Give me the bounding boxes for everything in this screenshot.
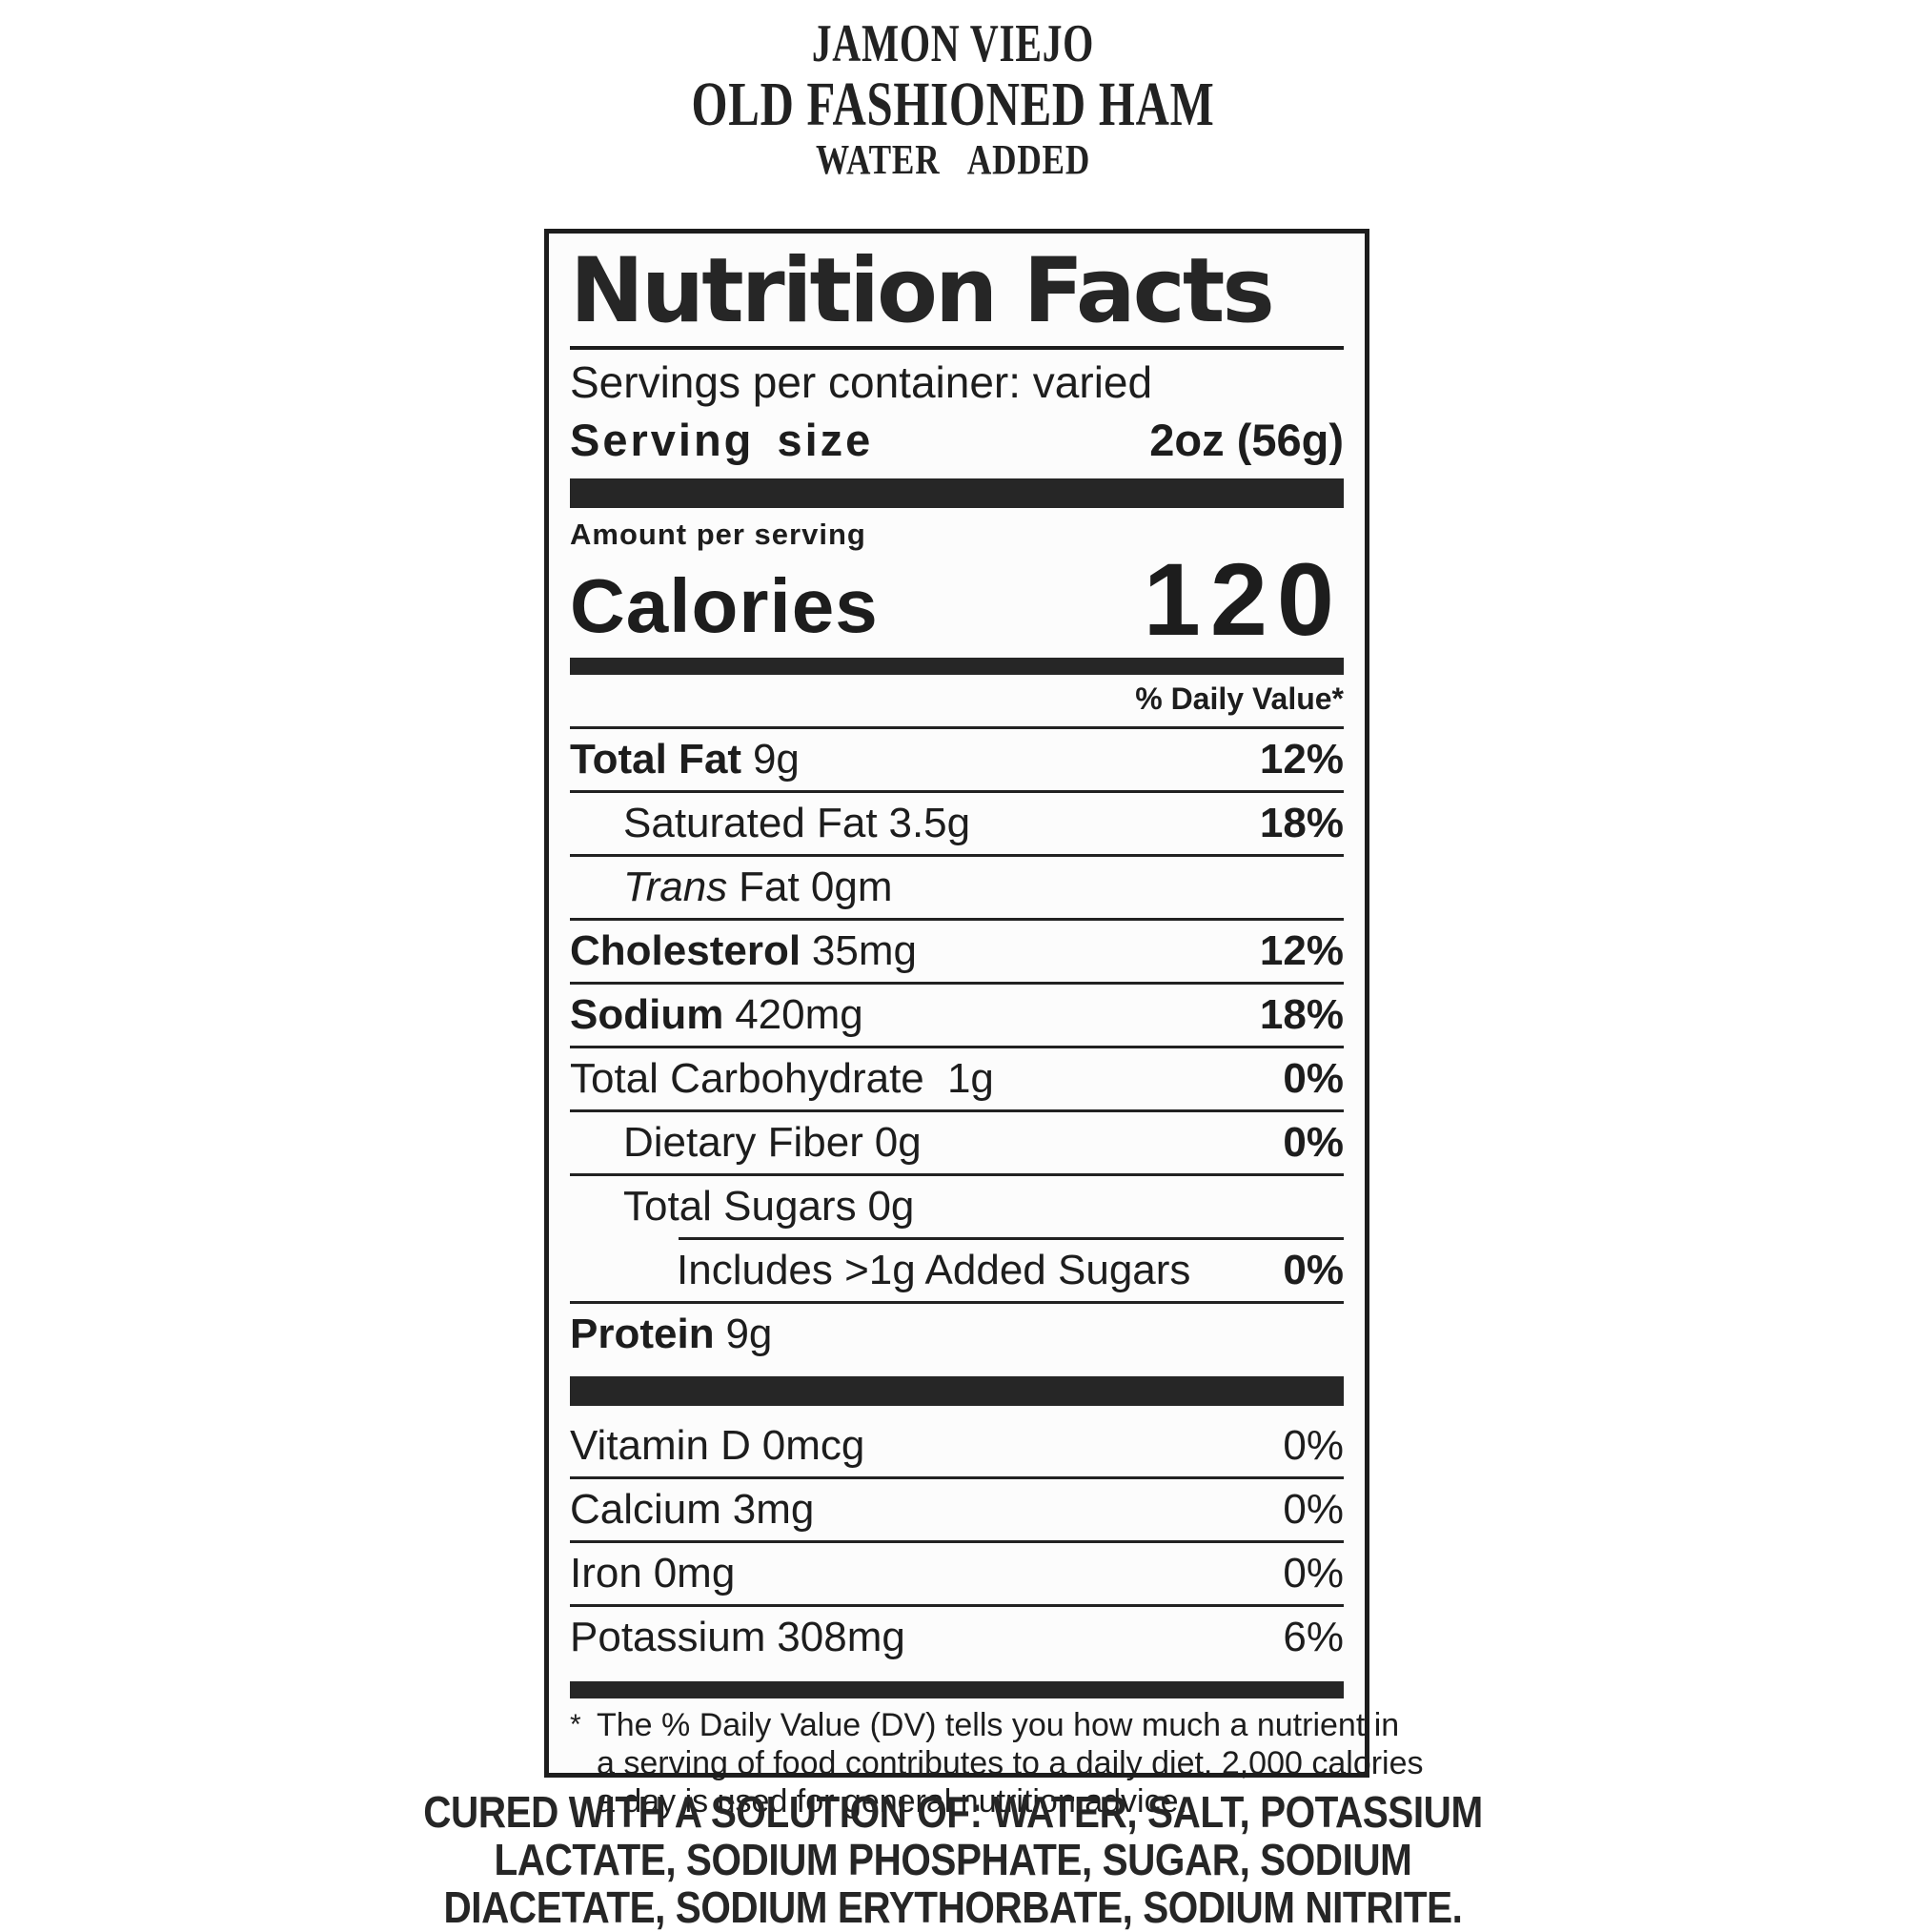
- nutrient-row-total-sugars: Total Sugars 0g: [570, 1176, 1344, 1237]
- nutrient-row-sodium: Sodium 420mg 18%: [570, 985, 1344, 1046]
- nutrient-row-trans-fat: Trans Fat 0gm: [570, 857, 1344, 918]
- servings-per-container: Servings per container: varied: [570, 356, 1153, 407]
- row-separator: [570, 1475, 1344, 1479]
- nutrient-row-added-sugars: Includes >1g Added Sugars 0%: [570, 1240, 1344, 1301]
- footnote-asterisk: *: [570, 1708, 581, 1740]
- cured-statement: CURED WITH A SOLUTION OF: WATER, SALT, P…: [114, 1787, 1792, 1932]
- row-separator: [570, 918, 1344, 922]
- serving-size-row: Serving size 2oz (56g): [570, 414, 1344, 467]
- nutrient-name: Includes >1g Added Sugars: [677, 1247, 1191, 1294]
- nutrient-dv: 12%: [1259, 927, 1344, 975]
- vitamin-dv: 0%: [1283, 1549, 1344, 1596]
- nutrient-name: Total Fat: [570, 736, 742, 783]
- nutrient-amount: 9g: [752, 736, 800, 783]
- product-title-english: OLD FASHIONED HAM: [691, 70, 1215, 140]
- calories-value: 120: [1143, 541, 1344, 658]
- nutrition-facts-title: Nutrition Facts: [570, 239, 1275, 343]
- nutrient-name: Total Carbohydrate: [570, 1055, 924, 1103]
- footnote-line: a day is used for general nutrition advi…: [597, 1783, 1187, 1820]
- amount-per-serving-label: Amount per serving: [570, 518, 866, 552]
- vitamin-row-calcium: Calcium 3mg 0%: [570, 1479, 1344, 1540]
- row-separator: [570, 1301, 1344, 1305]
- nutrient-row-protein: Protein 9g: [570, 1304, 1344, 1365]
- vitamin-name: Vitamin D: [570, 1421, 751, 1469]
- nutrient-dv: 18%: [1259, 991, 1344, 1039]
- nutrient-amount: 1g: [946, 1055, 994, 1103]
- nutrient-dv: 12%: [1259, 736, 1344, 783]
- section-bar-thick-bottom: [570, 1375, 1344, 1406]
- vitamin-row-iron: Iron 0mg 0%: [570, 1543, 1344, 1604]
- daily-value-header: % Daily Value*: [1135, 681, 1344, 717]
- row-separator: [570, 726, 1344, 730]
- row-separator-indented: [679, 1237, 1344, 1241]
- daily-value-footnote: * The % Daily Value (DV) tells you how m…: [570, 1706, 1424, 1820]
- vitamin-dv: 0%: [1283, 1421, 1344, 1469]
- cured-statement-line: CURED WITH A SOLUTION OF: WATER, SALT, P…: [423, 1787, 1483, 1837]
- nutrient-name: Saturated Fat: [623, 800, 878, 847]
- vitamin-name: Iron: [570, 1549, 642, 1596]
- row-separator: [570, 1539, 1344, 1543]
- row-separator: [570, 1109, 1344, 1113]
- vitamin-amount: 0mg: [653, 1549, 736, 1596]
- product-subtitle-water-added: WATER ADDED: [815, 136, 1091, 184]
- row-separator: [570, 1046, 1344, 1049]
- nutrient-amount: 9g: [725, 1311, 773, 1358]
- nutrient-amount: 0g: [867, 1183, 915, 1230]
- nutrient-row-total-fat: Total Fat 9g 12%: [570, 729, 1344, 790]
- row-separator: [570, 790, 1344, 794]
- title-divider: [570, 345, 1344, 350]
- nutrient-row-dietary-fiber: Dietary Fiber 0g 0%: [570, 1112, 1344, 1173]
- nutrient-dv: 0%: [1283, 1055, 1344, 1103]
- serving-size-label: Serving size: [570, 414, 874, 465]
- nutrition-facts-panel: Nutrition Facts Servings per container: …: [544, 229, 1424, 1820]
- vitamin-amount: 308mg: [777, 1613, 905, 1660]
- row-separator: [570, 1603, 1344, 1607]
- vitamin-name: Calcium: [570, 1485, 721, 1533]
- nutrient-name: Cholesterol: [570, 927, 801, 975]
- footnote-text: The % Daily Value (DV) tells you how muc…: [597, 1706, 1424, 1820]
- section-bar-thick-top: [570, 478, 1344, 509]
- footnote-line: a serving of food contributes to a daily…: [597, 1744, 1424, 1781]
- cured-statement-line: LACTATE, SODIUM PHOSPHATE, SUGAR, SODIUM: [494, 1835, 1412, 1885]
- cured-statement-line: DIACETATE, SODIUM ERYTHORBATE, SODIUM NI…: [443, 1882, 1463, 1932]
- nutrient-dv: 0%: [1283, 1119, 1344, 1167]
- nutrient-name: Dietary Fiber: [623, 1119, 863, 1167]
- nutrient-dv: 0%: [1283, 1247, 1344, 1294]
- vitamin-name: Potassium: [570, 1613, 766, 1660]
- nutrient-amount: 3.5g: [888, 800, 971, 847]
- vitamin-dv: 0%: [1283, 1485, 1344, 1533]
- nutrient-amount: Fat 0gm: [739, 864, 893, 911]
- product-title-block: JAMON VIEJO OLD FASHIONED HAM WATER ADDE…: [0, 14, 1906, 184]
- nutrient-name: Total Sugars: [623, 1183, 857, 1230]
- nutrient-row-saturated-fat: Saturated Fat 3.5g 18%: [570, 793, 1344, 854]
- row-separator: [570, 854, 1344, 858]
- nutrient-dv: 18%: [1259, 800, 1344, 847]
- vitamin-amount: 3mg: [732, 1485, 815, 1533]
- nutrient-name: Sodium: [570, 991, 724, 1039]
- footnote-bar: [570, 1680, 1344, 1698]
- calories-label: Calories: [570, 563, 879, 649]
- row-separator: [570, 982, 1344, 986]
- vitamin-row-potassium: Potassium 308mg 6%: [570, 1607, 1344, 1668]
- nutrient-name: Protein: [570, 1311, 715, 1358]
- nutrient-amount: 35mg: [811, 927, 917, 975]
- nutrient-amount: 0g: [874, 1119, 922, 1167]
- serving-size-value: 2oz (56g): [1149, 414, 1344, 465]
- vitamin-dv: 6%: [1283, 1613, 1344, 1660]
- vitamin-amount: 0mcg: [761, 1421, 865, 1469]
- nutrient-name: Trans: [623, 864, 728, 911]
- calories-row: Calories 120: [570, 541, 1344, 658]
- footnote-line: The % Daily Value (DV) tells you how muc…: [597, 1706, 1400, 1743]
- nutrient-row-total-carbohydrate: Total Carbohydrate 1g 0%: [570, 1048, 1344, 1109]
- row-separator: [570, 1173, 1344, 1177]
- nutrient-amount: 420mg: [735, 991, 863, 1039]
- vitamin-row-vitamin-d: Vitamin D 0mcg 0%: [570, 1415, 1344, 1476]
- section-bar-medium: [570, 658, 1344, 676]
- product-title-spanish: JAMON VIEJO: [811, 14, 1095, 73]
- nutrient-row-cholesterol: Cholesterol 35mg 12%: [570, 921, 1344, 982]
